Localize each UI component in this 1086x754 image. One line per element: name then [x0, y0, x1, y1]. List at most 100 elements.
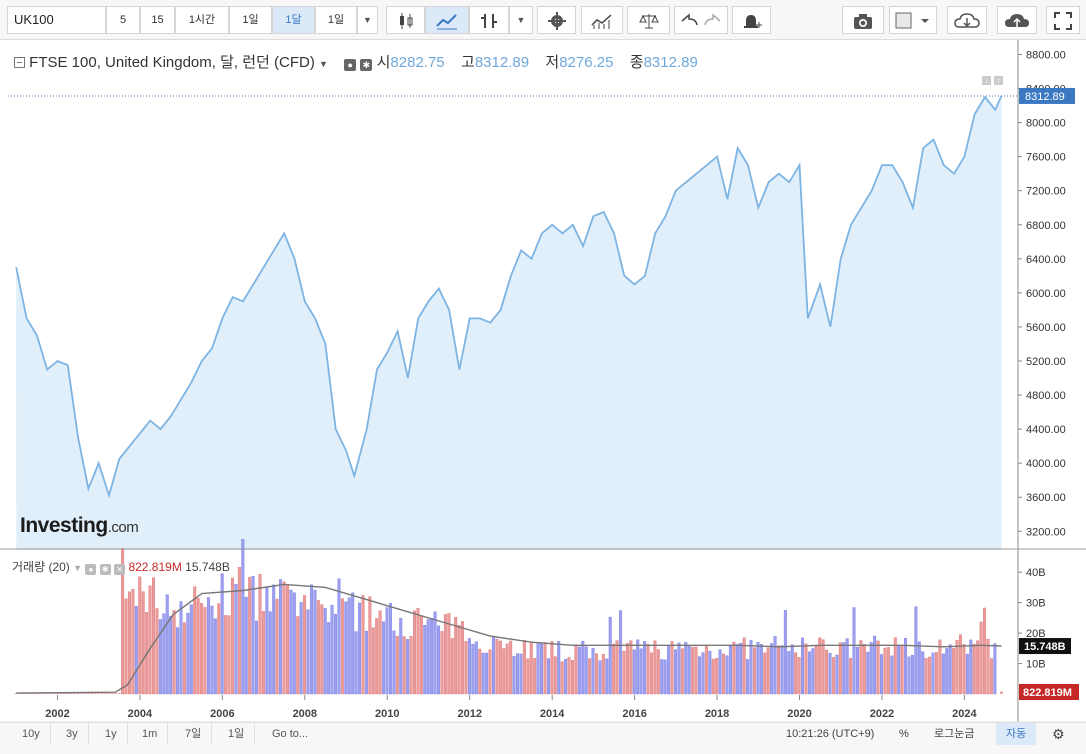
volume-bar [220, 573, 224, 695]
auto-scale-toggle[interactable]: 자동 [996, 723, 1037, 745]
eye-icon[interactable]: ● [85, 564, 97, 575]
x-tick-label: 2002 [45, 708, 69, 720]
volume-bar [237, 567, 241, 695]
volume-bar [790, 644, 794, 695]
volume-bar [928, 656, 932, 695]
volume-bar [718, 649, 722, 695]
volume-bar [842, 642, 846, 695]
volume-bar [131, 588, 135, 695]
low-label: 저 [545, 54, 560, 71]
interval-15-button[interactable]: 15 [140, 6, 175, 34]
fullscreen-button[interactable] [1046, 6, 1080, 34]
range-1y-button[interactable]: 1y [95, 723, 128, 745]
volume-bar [680, 648, 684, 695]
alert-button[interactable] [732, 6, 771, 34]
goto-button[interactable]: Go to... [272, 728, 309, 740]
volume-bar [577, 646, 581, 695]
volume-bar [619, 610, 623, 695]
interval-1d-button[interactable]: 1일 [229, 6, 272, 34]
volume-pane [14, 539, 1003, 695]
volume-bar [80, 693, 83, 694]
cloud-download-button[interactable] [947, 6, 987, 34]
indicators-button[interactable] [581, 6, 623, 34]
range-1d-button[interactable]: 1일 [218, 723, 256, 745]
volume-bar [746, 659, 750, 695]
volume-bar [90, 693, 94, 694]
volume-bar [282, 581, 286, 695]
gear-icon[interactable]: ✱ [99, 564, 111, 575]
move-down-icon[interactable]: ↓ [982, 76, 991, 85]
volume-bar [735, 644, 739, 695]
volume-legend: 거래량 (20) ▼ ● ✱ ✕ 822.819M 15.748B [12, 558, 230, 575]
interval-dropdown-button[interactable]: ▼ [357, 6, 378, 34]
volume-bar [471, 643, 475, 695]
vol-tick-label: 40B [1026, 567, 1046, 579]
range-1m-button[interactable]: 1m [132, 723, 169, 745]
volume-bar [653, 640, 657, 695]
cloud-download-icon [954, 13, 980, 28]
volume-bar [59, 693, 63, 694]
volume-bar [763, 652, 767, 695]
price-chart[interactable]: 3200.00 3600.00 4000.00 4400.00 4800.00 5200.… [0, 40, 1086, 722]
volume-bar [890, 655, 894, 695]
range-10y-button[interactable]: 10y [12, 723, 51, 745]
range-7d-button[interactable]: 7일 [175, 723, 213, 745]
collapse-icon[interactable] [14, 57, 25, 68]
volume-bar [986, 638, 990, 695]
interval-1h-button[interactable]: 1시간 [175, 6, 229, 34]
chart-type-dropdown[interactable]: ▼ [509, 6, 533, 34]
template-square-icon [895, 12, 929, 29]
cloud-upload-button[interactable] [997, 6, 1037, 34]
volume-bar [447, 613, 451, 695]
open-label: 시 [376, 54, 391, 71]
screenshot-button[interactable] [842, 6, 884, 34]
volume-bar [897, 644, 901, 695]
volume-bar [873, 635, 877, 695]
gear-icon[interactable]: ✱ [360, 59, 373, 71]
volume-bar [670, 641, 674, 695]
chevron-down-icon[interactable]: ▼ [319, 59, 328, 69]
bars-button[interactable] [469, 6, 509, 34]
volume-bar [629, 640, 633, 695]
volume-bar [279, 579, 283, 695]
symbol-input[interactable]: UK100 [7, 6, 106, 34]
volume-bar [217, 603, 221, 695]
volume-bar [993, 643, 997, 695]
volume-bar [196, 597, 200, 695]
volume-bar [598, 660, 602, 695]
bottom-bar: 10y 3y 1y 1m 7일 1일 Go to... 10:21:26 (UT… [0, 722, 1086, 754]
x-tick-label: 2006 [210, 708, 234, 720]
volume-bar [770, 643, 774, 695]
close-label: 종 [629, 54, 644, 71]
volume-bar [76, 693, 80, 694]
volume-bar [406, 639, 410, 695]
template-button[interactable] [889, 6, 937, 34]
y-tick-label: 4800.00 [1026, 390, 1066, 402]
candles-button[interactable] [386, 6, 425, 34]
interval-more-button[interactable]: 1일 [315, 6, 357, 34]
toolbar: UK100 5 15 1시간 1일 1달 1일 ▼ ▼ [0, 0, 1086, 40]
close-icon[interactable]: ✕ [114, 564, 126, 575]
undo-redo-icon[interactable] [678, 12, 724, 30]
volume-bar [646, 644, 650, 695]
interval-1month-button[interactable]: 1달 [272, 6, 315, 34]
percent-toggle[interactable]: % [899, 728, 909, 740]
volume-bar [63, 693, 66, 694]
settings-button[interactable] [537, 6, 576, 34]
chevron-down-icon[interactable]: ▼ [73, 563, 83, 573]
eye-icon[interactable]: ● [344, 59, 357, 71]
volume-bar [461, 621, 465, 695]
area-chart-button[interactable] [425, 6, 469, 34]
interval-5-button[interactable]: 5 [106, 6, 140, 34]
volume-bar [584, 646, 588, 695]
gear-icon[interactable]: ⚙ [1052, 726, 1065, 742]
candlestick-icon [399, 13, 412, 29]
log-scale-toggle[interactable]: 로그눈금 [934, 728, 975, 740]
volume-bar [752, 647, 756, 695]
compare-button[interactable] [627, 6, 670, 34]
y-tick-label: 4400.00 [1026, 424, 1066, 436]
volume-bar [402, 636, 406, 695]
volume-bar [275, 598, 279, 695]
range-3y-button[interactable]: 3y [56, 723, 89, 745]
maximize-pane-icon[interactable]: ↑ [994, 76, 1003, 85]
